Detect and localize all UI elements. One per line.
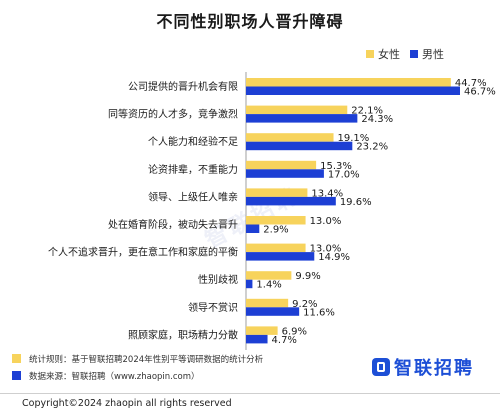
legend-label-male: 男性	[422, 48, 444, 61]
bar-male	[246, 141, 353, 151]
brand-logo: 智联招聘	[372, 354, 474, 380]
bar-female	[246, 298, 289, 308]
legend-swatch-male	[410, 50, 418, 58]
data-label-male: 46.7%	[464, 87, 496, 98]
category-label: 个人不追求晋升，更在意工作和家庭的平衡	[48, 246, 238, 259]
copyright: Copyright©2024 zhaopin all rights reserv…	[22, 398, 232, 409]
data-label-male: 17.0%	[328, 169, 360, 180]
category-label: 领导不赏识	[188, 301, 238, 314]
legend-swatch-female	[366, 50, 374, 58]
bar-male	[246, 86, 460, 95]
data-label-male: 19.6%	[340, 197, 372, 208]
bar-female	[246, 326, 278, 335]
category-label: 处在婚育阶段，被动失去晋升	[108, 218, 238, 231]
data-label-female: 13.4%	[311, 188, 343, 199]
bar-male	[246, 224, 260, 233]
bar-female	[246, 105, 348, 115]
bar-female	[246, 133, 334, 142]
category-label: 个人能力和经验不足	[148, 135, 238, 148]
data-label-female: 19.1%	[338, 133, 370, 144]
data-label-male: 1.4%	[256, 280, 281, 291]
category-label: 领导、上级任人唯亲	[148, 190, 238, 203]
footnote-swatch-blue	[12, 371, 21, 380]
data-label-male: 23.2%	[356, 142, 388, 153]
data-label-female: 6.9%	[282, 326, 307, 337]
footnote-swatch-yellow	[12, 354, 21, 363]
bar-male	[246, 169, 324, 178]
logo-icon	[372, 358, 390, 376]
data-label-male: 4.7%	[272, 335, 297, 346]
bar-female	[246, 271, 292, 280]
footnotes: 统计规则：基于智联招聘2024年性别平等调研数据的统计分析 数据来源：智联招聘（…	[12, 350, 263, 384]
logo-text: 智联招聘	[394, 358, 474, 379]
data-label-female: 13.0%	[310, 244, 342, 255]
category-label: 公司提供的晋升机会有限	[128, 80, 238, 93]
footnote-stats-rule: 统计规则：基于智联招聘2024年性别平等调研数据的统计分析	[12, 350, 263, 367]
bar-chart: 公司提供的晋升机会有限 44.7%46.7%同等资历的人才多，竞争激烈 22.1%2…	[48, 72, 496, 350]
bar-female	[246, 188, 308, 197]
bar-male	[246, 334, 268, 344]
bar-male	[246, 196, 336, 206]
data-label-male: 24.3%	[361, 114, 393, 125]
footnote-source: 数据来源：智联招聘（www.zhaopin.com）	[12, 367, 263, 384]
bar-male	[246, 252, 315, 261]
bar-female	[246, 78, 451, 87]
data-label-female: 44.7%	[455, 78, 487, 89]
footnote-stats-rule-text: 统计规则：基于智联招聘2024年性别平等调研数据的统计分析	[29, 354, 264, 365]
category-label: 照顾家庭，职场精力分散	[128, 328, 238, 341]
bar-female	[246, 243, 306, 253]
bar-female	[246, 216, 306, 225]
category-label: 同等资历的人才多，竞争激烈	[108, 108, 238, 121]
divider	[0, 393, 500, 394]
bar-male	[246, 114, 358, 123]
bar-male	[246, 279, 253, 289]
data-label-male: 14.9%	[318, 252, 350, 263]
data-label-female: 9.2%	[292, 299, 317, 310]
legend-item-male: 男性	[410, 46, 444, 62]
chart-title: 不同性别职场人晋升障碍	[156, 12, 344, 31]
data-label-female: 22.1%	[351, 106, 383, 117]
bar-male	[246, 307, 300, 316]
legend-label-female: 女性	[378, 48, 400, 61]
data-label-male: 11.6%	[303, 307, 335, 318]
footnote-source-text: 数据来源：智联招聘（www.zhaopin.com）	[29, 371, 200, 382]
category-label: 论资排辈，不重能力	[148, 163, 238, 176]
category-label: 性别歧视	[198, 273, 238, 286]
legend-item-female: 女性	[366, 46, 400, 62]
data-label-male: 2.9%	[263, 225, 288, 236]
data-label-female: 9.9%	[295, 271, 320, 282]
bar-female	[246, 160, 317, 170]
data-label-female: 15.3%	[320, 161, 352, 172]
data-label-female: 13.0%	[310, 216, 342, 227]
legend: 女性 男性	[356, 46, 444, 62]
